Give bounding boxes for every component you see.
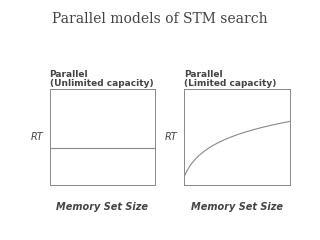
Text: (Limited capacity): (Limited capacity) xyxy=(184,79,276,88)
Text: (Unlimited capacity): (Unlimited capacity) xyxy=(50,79,153,88)
Text: Memory Set Size: Memory Set Size xyxy=(56,202,148,212)
Text: Parallel: Parallel xyxy=(50,70,88,79)
Text: Parallel models of STM search: Parallel models of STM search xyxy=(52,12,268,26)
Text: Parallel: Parallel xyxy=(184,70,223,79)
Text: RT: RT xyxy=(165,132,178,142)
Text: Memory Set Size: Memory Set Size xyxy=(191,202,283,212)
Text: RT: RT xyxy=(30,132,43,142)
